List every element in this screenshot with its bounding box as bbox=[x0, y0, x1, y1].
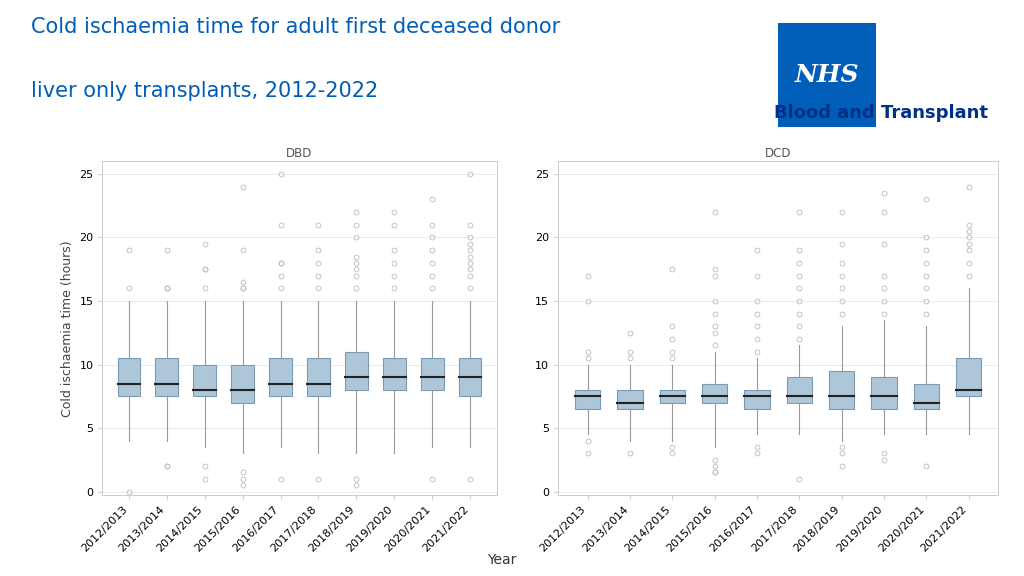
Text: NHS: NHS bbox=[795, 63, 859, 87]
Bar bbox=[659, 390, 685, 403]
Bar bbox=[156, 358, 178, 396]
Title: DCD: DCD bbox=[765, 147, 792, 160]
Text: Blood and Transplant: Blood and Transplant bbox=[774, 104, 987, 122]
Text: Cold ischaemia time for adult first deceased donor: Cold ischaemia time for adult first dece… bbox=[31, 17, 560, 37]
Bar bbox=[459, 358, 481, 396]
Bar bbox=[194, 365, 216, 396]
Bar bbox=[269, 358, 292, 396]
Bar bbox=[118, 358, 140, 396]
Bar bbox=[702, 384, 727, 403]
Text: liver only transplants, 2012-2022: liver only transplants, 2012-2022 bbox=[31, 81, 378, 101]
Bar bbox=[871, 377, 897, 409]
Bar bbox=[744, 390, 770, 409]
Title: DBD: DBD bbox=[287, 147, 312, 160]
Bar bbox=[956, 358, 981, 396]
Bar bbox=[913, 384, 939, 409]
Bar bbox=[307, 358, 330, 396]
Bar bbox=[617, 390, 643, 409]
Bar bbox=[829, 371, 854, 409]
Text: Year: Year bbox=[487, 554, 516, 567]
Bar bbox=[231, 365, 254, 403]
Bar bbox=[786, 377, 812, 403]
Bar bbox=[345, 352, 368, 390]
Bar bbox=[383, 358, 406, 390]
Bar bbox=[421, 358, 443, 390]
Bar bbox=[575, 390, 600, 409]
Y-axis label: Cold ischaemia time (hours): Cold ischaemia time (hours) bbox=[60, 240, 74, 416]
